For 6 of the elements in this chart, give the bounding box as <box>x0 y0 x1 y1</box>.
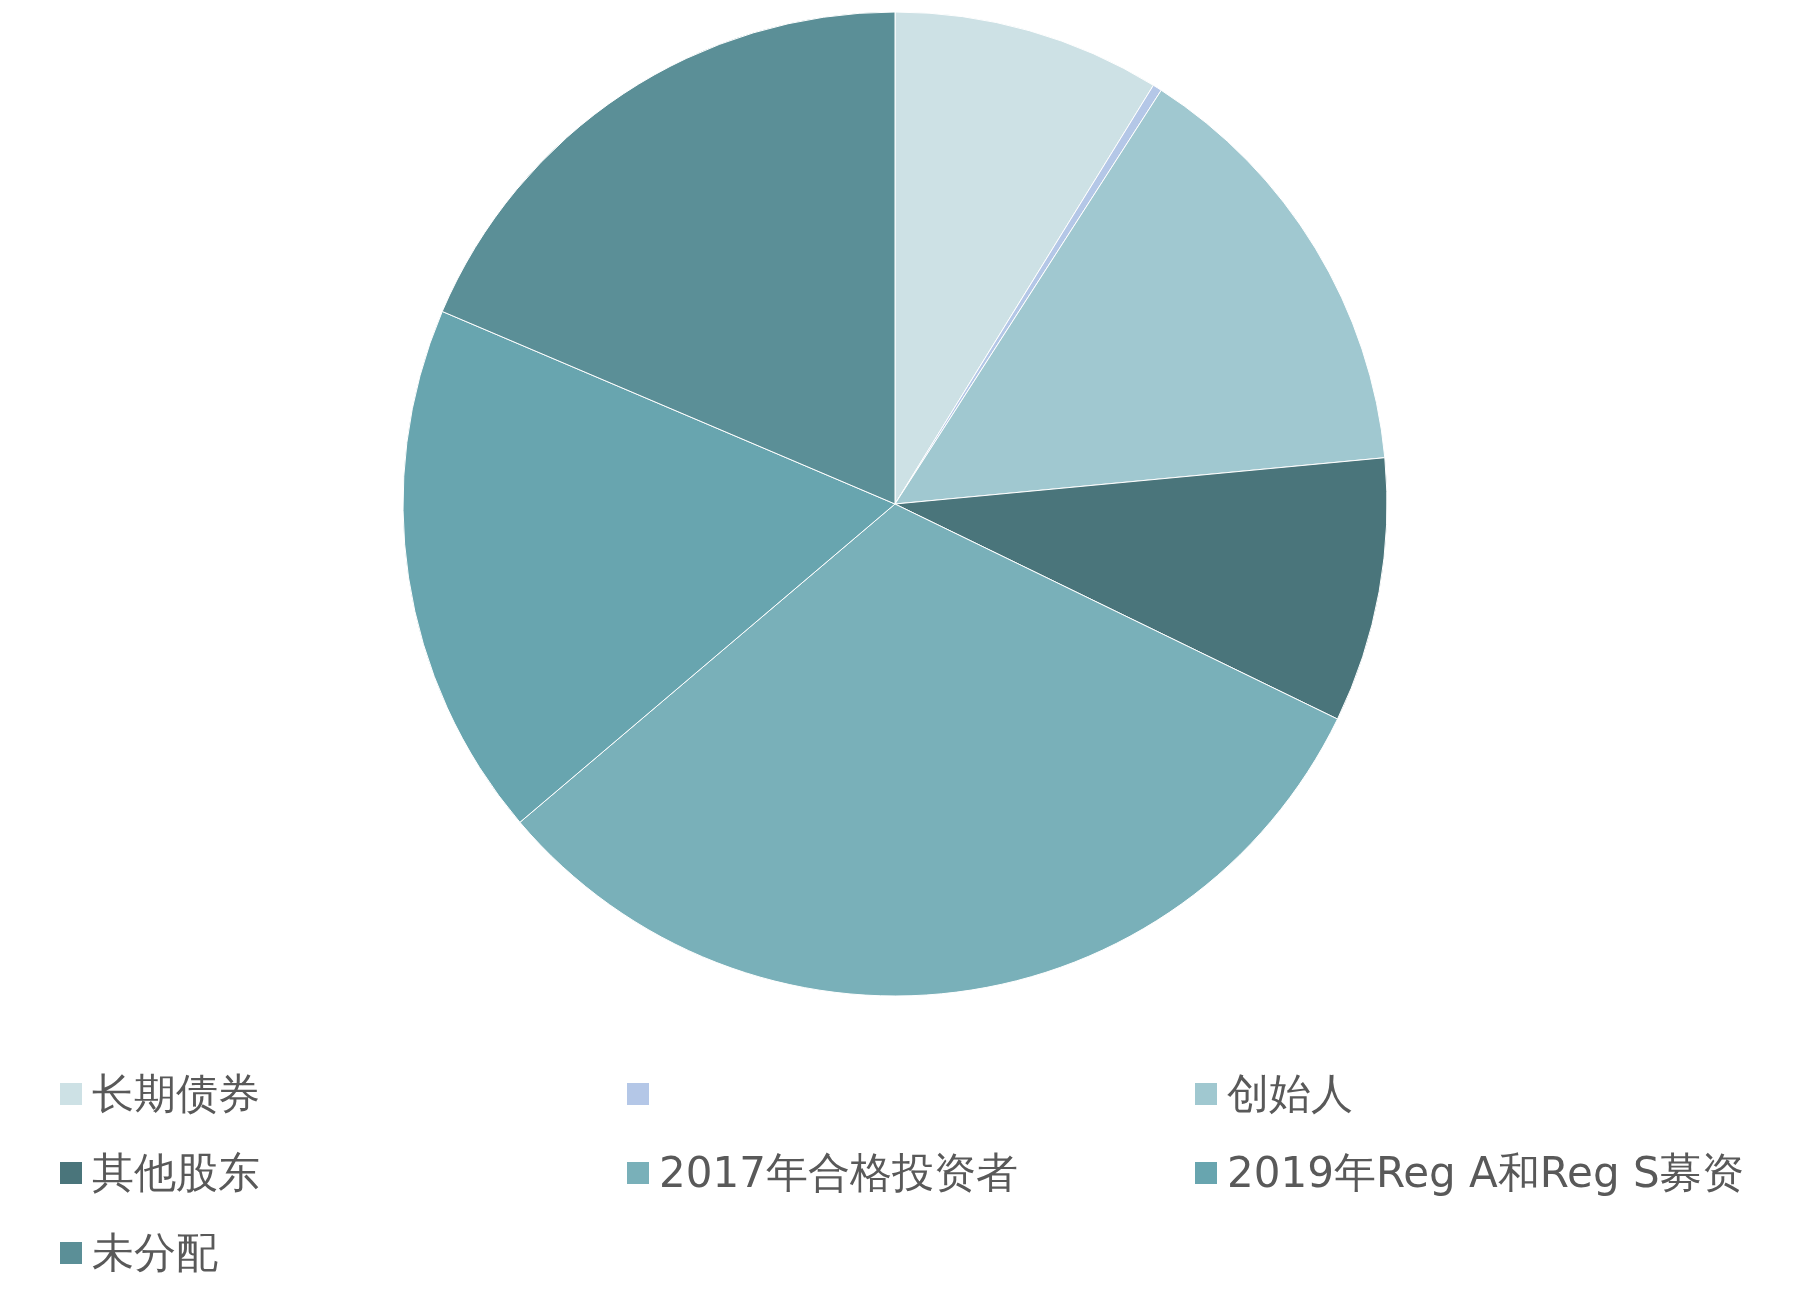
legend-label: 其他股东 <box>92 1148 260 1197</box>
legend-label: 创始人 <box>1227 1069 1353 1118</box>
legend-label: 2017年合格投资者 <box>659 1148 1018 1197</box>
legend-label: 未分配 <box>92 1228 218 1277</box>
legend-label: 长期债券 <box>92 1069 260 1118</box>
legend-label: 2019年Reg A和Reg S募资 <box>1227 1148 1744 1197</box>
